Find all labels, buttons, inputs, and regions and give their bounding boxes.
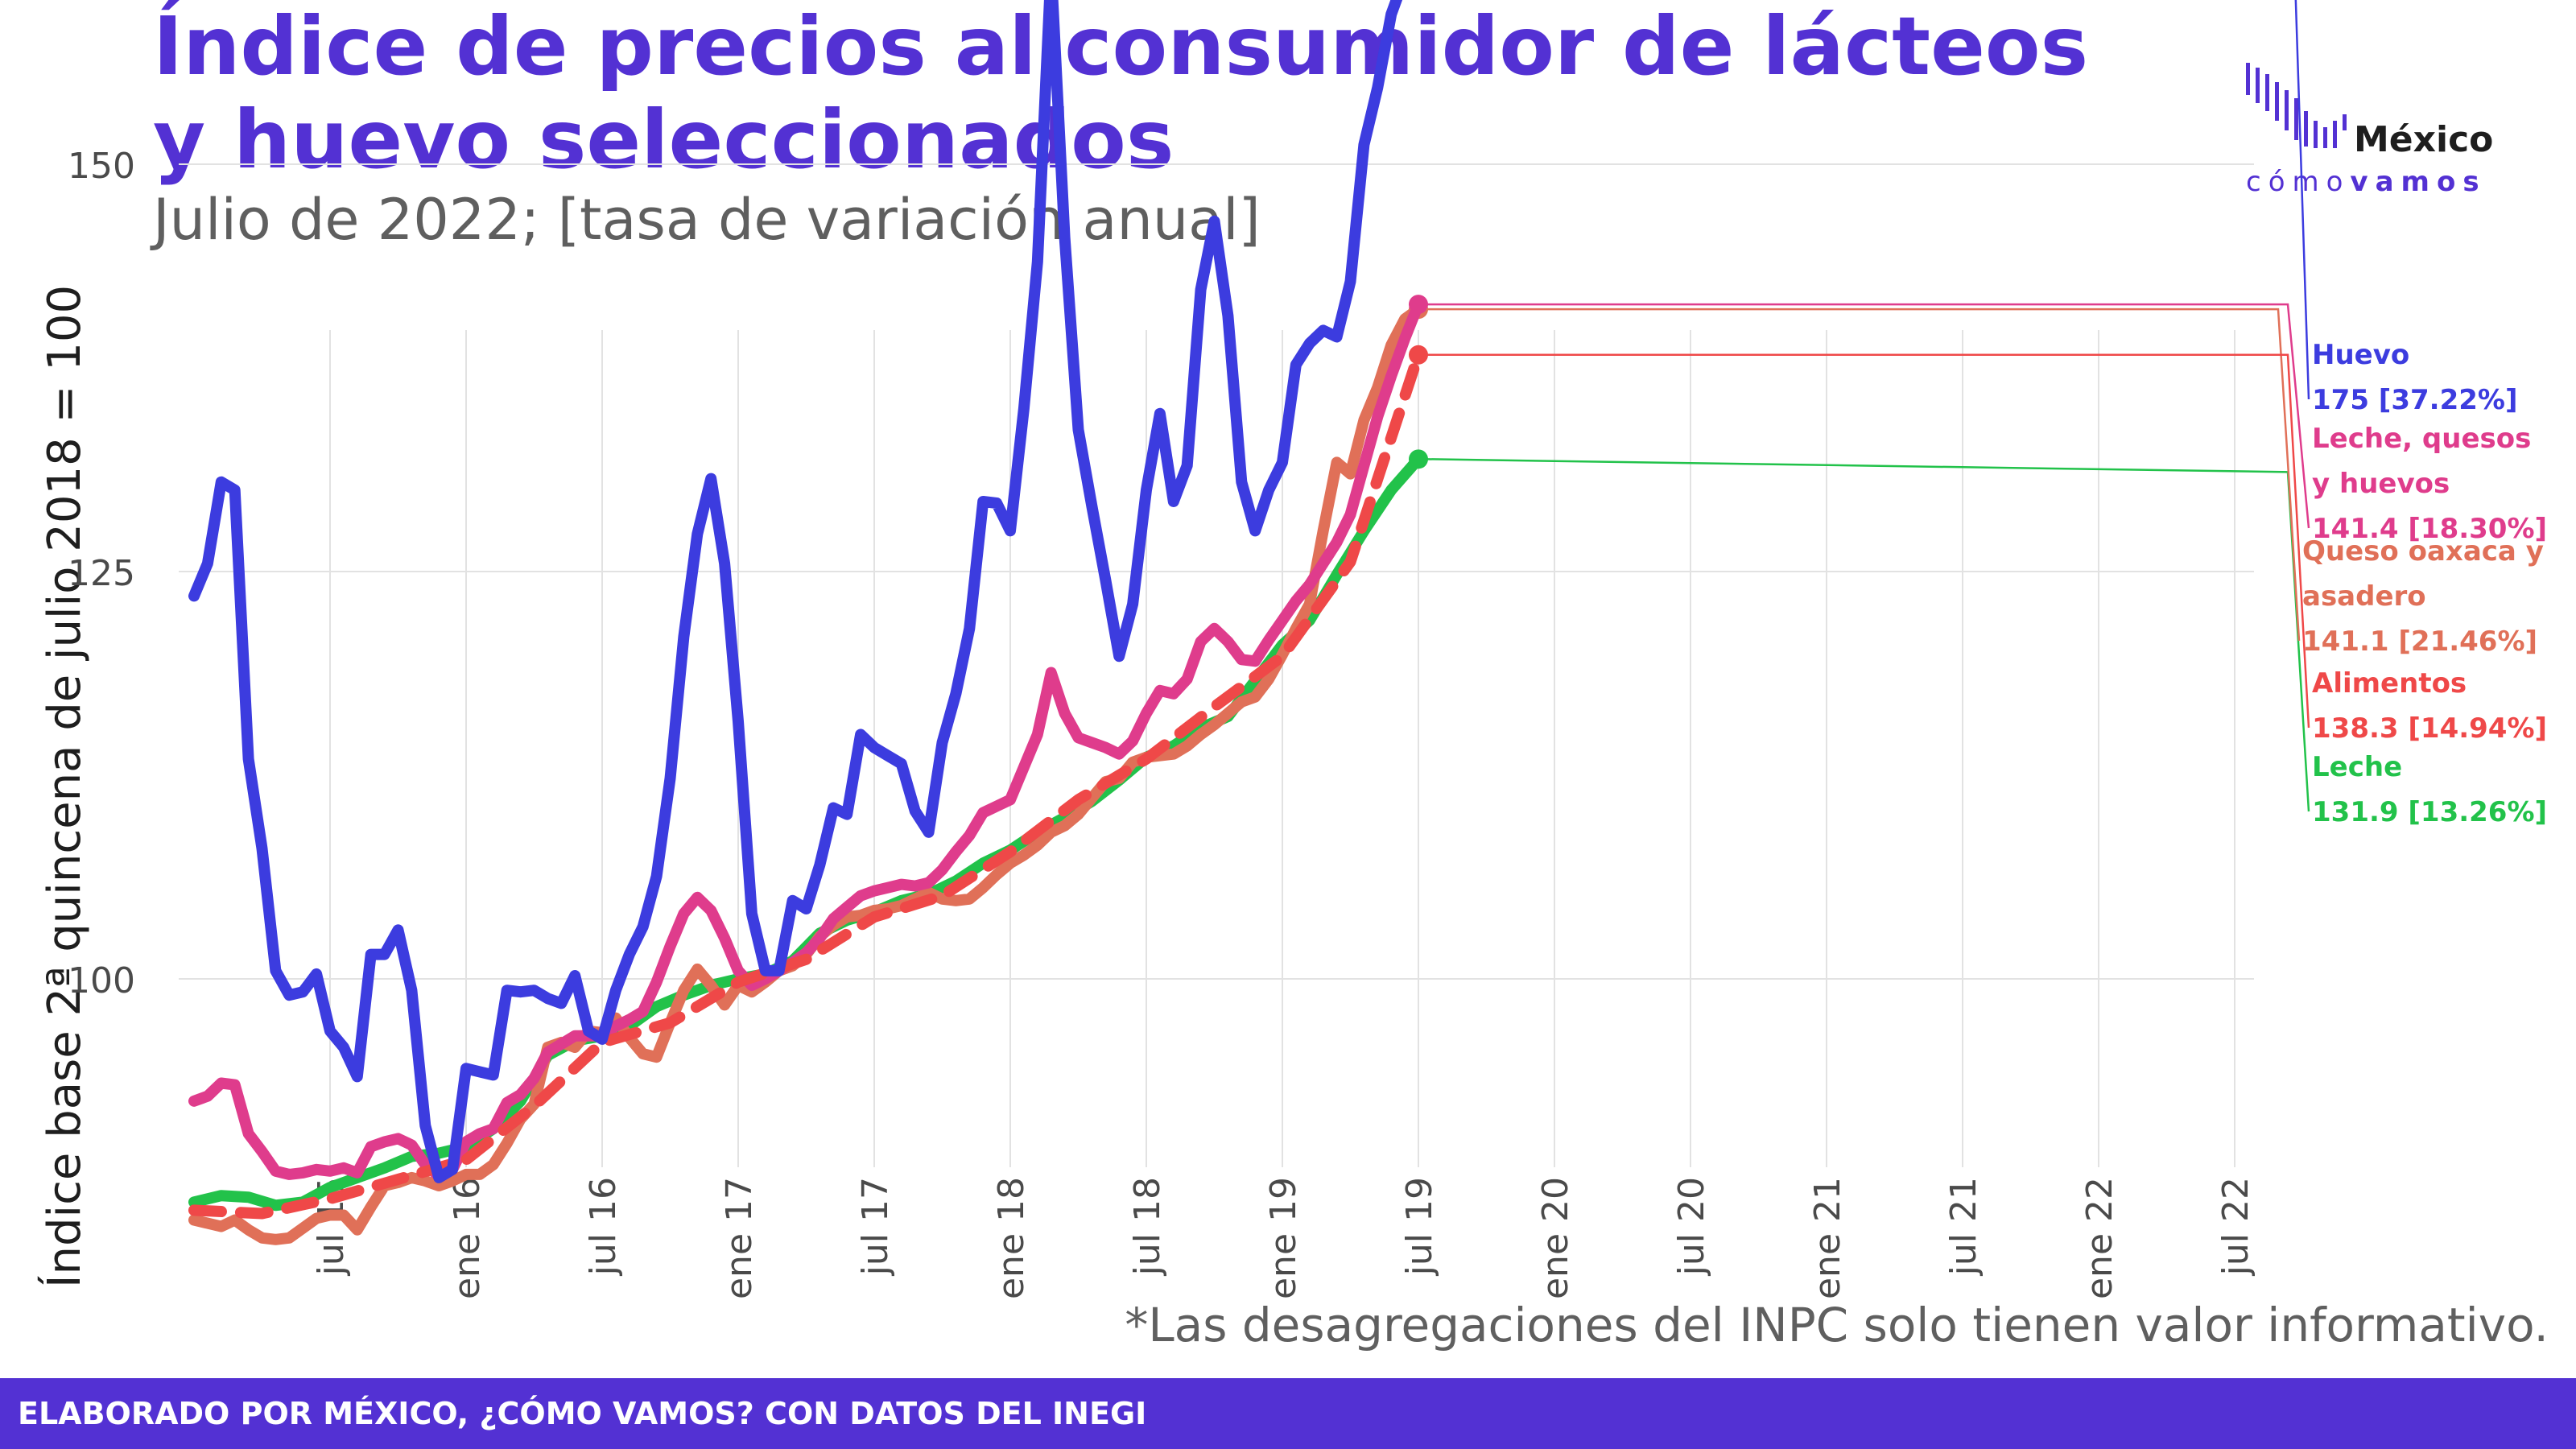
series-line-huevo xyxy=(188,0,1403,1183)
x-tick-label: jul 21 xyxy=(1943,1177,1984,1276)
series-name-line: Queso oaxaca y xyxy=(2302,535,2544,568)
logo-bottom-text: cómovamos xyxy=(2246,166,2487,198)
series-value-huevo: 175 [37.22%] xyxy=(2312,384,2518,416)
x-tick-label: ene 19 xyxy=(1263,1177,1304,1299)
y-tick-labels: 100125150175 xyxy=(68,146,135,1001)
x-tick-label: ene 20 xyxy=(1535,1177,1576,1299)
series-name-queso_oaxaca: Queso oaxaca y asadero xyxy=(2302,535,2544,613)
x-tick-label: ene 17 xyxy=(719,1177,760,1299)
series-name-leche_quesos_huevos: Leche, quesos y huevos xyxy=(2312,423,2531,500)
x-tick-label: jul 19 xyxy=(1399,1177,1440,1276)
series-endpoint-leche xyxy=(1409,449,1428,469)
series-endpoint-leche_quesos_huevos xyxy=(1409,295,1428,315)
series-line-alimentos xyxy=(188,349,1424,1220)
series-name-line: Leche, quesos xyxy=(2312,423,2531,455)
series-value-alimentos: 138.3 [14.94%] xyxy=(2312,712,2547,745)
x-tick-labels: jul 15 ene 16 jul 16 ene 17 jul 17 ene 18 jul … xyxy=(311,1177,2256,1299)
chart-title: Índice de precios al consumidor de lácte… xyxy=(153,0,2089,187)
footer-credit: ELABORADO POR MÉXICO, ¿CÓMO VAMOS? CON D… xyxy=(18,1396,1147,1431)
series-name-line: Leche xyxy=(2312,751,2402,783)
footnote: *Las desagregaciones del INPC solo tiene… xyxy=(1125,1298,2549,1352)
footer-bar: ELABORADO POR MÉXICO, ¿CÓMO VAMOS? CON D… xyxy=(0,1378,2576,1449)
series-name-line: y huevos xyxy=(2312,468,2450,500)
series-leader-alimentos xyxy=(1426,353,2310,729)
logo-bottom-light: cómo xyxy=(2246,166,2351,198)
y-tick-label: 100 xyxy=(68,960,135,1001)
x-tick-label: jul 20 xyxy=(1671,1177,1712,1276)
series-name-line: asadero xyxy=(2302,580,2426,613)
chart-subtitle: Julio de 2022; [tasa de variación anual] xyxy=(153,187,1261,253)
series-name-line: Huevo xyxy=(2312,339,2409,371)
mexico-como-vamos-logo: México cómovamos xyxy=(2246,63,2520,208)
y-tick-label: 125 xyxy=(68,553,135,594)
logo-bars-icon xyxy=(2246,63,2347,148)
x-tick-label: ene 22 xyxy=(2079,1177,2120,1299)
series-value-leche_quesos_huevos: 141.4 [18.30%] xyxy=(2312,513,2547,545)
x-tick-label: ene 21 xyxy=(1807,1177,1848,1299)
series-leader-queso_oaxaca xyxy=(1426,308,2301,642)
series-name-leche: Leche xyxy=(2312,751,2402,783)
series-leader-huevo xyxy=(2294,0,2310,400)
series-value-leche: 131.9 [13.26%] xyxy=(2312,796,2547,828)
series-line-leche_quesos_huevos xyxy=(188,299,1424,1182)
series-leader-leche xyxy=(1426,458,2310,812)
series-name-line: Alimentos xyxy=(2312,667,2467,700)
y-tick-label: 150 xyxy=(68,146,135,187)
series-leader-leche_quesos_huevos xyxy=(1426,303,2310,529)
series-name-alimentos: Alimentos xyxy=(2312,667,2467,700)
logo-bottom-bold: vamos xyxy=(2350,166,2487,198)
series-labels: Leche 131.9 [13.26%] Queso oaxaca y asadero… xyxy=(1426,0,2547,828)
logo-top-text: México xyxy=(2354,119,2494,160)
x-tick-label: jul 18 xyxy=(1127,1177,1168,1276)
series-lines xyxy=(188,0,1428,1245)
x-tick-label: ene 16 xyxy=(447,1177,488,1299)
x-tick-label: ene 18 xyxy=(991,1177,1032,1299)
series-value-queso_oaxaca: 141.1 [21.46%] xyxy=(2302,625,2537,658)
x-tick-label: jul 17 xyxy=(855,1177,896,1276)
grid-lines xyxy=(179,163,2254,1167)
series-name-huevo: Huevo xyxy=(2312,339,2409,371)
series-endpoint-alimentos xyxy=(1409,345,1428,365)
x-tick-label: jul 16 xyxy=(583,1177,624,1276)
x-tick-label: jul 22 xyxy=(2215,1177,2256,1276)
